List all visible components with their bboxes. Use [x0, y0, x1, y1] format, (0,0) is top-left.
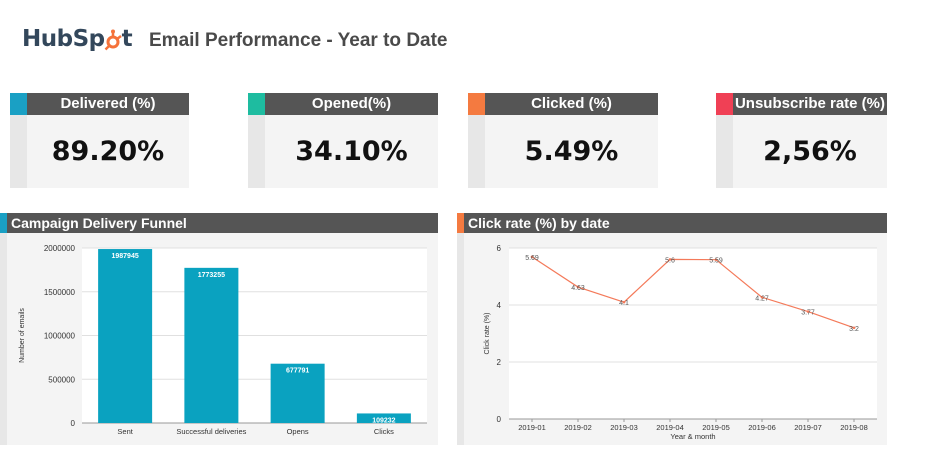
bar: [184, 267, 239, 423]
y-tick-label: 500000: [48, 375, 75, 384]
kpi-card-opened: Opened(%) 34.10%: [248, 93, 438, 188]
y-tick-label: 1500000: [44, 288, 76, 297]
data-point: [852, 326, 856, 330]
bar: [98, 249, 153, 423]
x-tick-label: 2019-08: [840, 423, 868, 432]
kpi-accent: [10, 93, 27, 115]
y-axis-label: Number of emails: [19, 308, 26, 363]
kpi-accent: [468, 93, 485, 115]
click-rate-panel: Click rate (%) by date 0 2 4 6 Click rate (%…: [457, 213, 887, 445]
bar-data-label: 1773255: [198, 272, 225, 279]
data-point: [622, 300, 626, 304]
hubspot-logo: HubSp t: [22, 26, 133, 52]
kpi-label: Clicked (%): [485, 93, 658, 115]
x-tick-label: Opens: [287, 427, 309, 436]
point-data-label: 4.63: [571, 285, 585, 292]
data-point: [714, 258, 718, 261]
y-tick-label: 1000000: [44, 332, 76, 341]
kpi-value: 89.20%: [51, 136, 165, 167]
bar-data-label: 677791: [286, 368, 309, 375]
click-rate-line-chart: 0 2 4 6 Click rate (%) 5.69 2019-01 4.63 2019-02…: [484, 244, 877, 441]
kpi-card-unsubscribe: Unsubscribe rate (%) 2,56%: [716, 93, 887, 188]
data-point: [760, 296, 764, 299]
kpi-value: 34.10%: [295, 136, 408, 167]
y-tick-label: 2000000: [44, 244, 76, 253]
kpi-label: Unsubscribe rate (%): [733, 93, 887, 115]
point-data-label: 3.2: [849, 326, 859, 333]
bar: [356, 413, 411, 423]
plot-area: [509, 248, 877, 419]
data-point: [668, 258, 672, 261]
kpi-label: Delivered (%): [27, 93, 189, 115]
point-data-label: 5.59: [709, 258, 723, 265]
x-tick-label: Sent: [117, 427, 133, 436]
x-tick-label: Clicks: [374, 427, 394, 436]
y-tick-label: 4: [497, 301, 502, 310]
x-tick-label: 2019-03: [610, 423, 638, 432]
bar: [270, 363, 325, 423]
data-point: [576, 285, 580, 289]
data-point: [530, 255, 534, 259]
bar-data-label: 1987945: [111, 253, 138, 260]
y-tick-label: 2: [497, 358, 502, 367]
x-tick-label: 2019-05: [702, 423, 730, 432]
kpi-card-clicked: Clicked (%) 5.49%: [468, 93, 658, 188]
kpi-accent: [248, 93, 265, 115]
sprocket-icon: [104, 29, 122, 50]
kpi-value: 5.49%: [524, 136, 619, 167]
x-tick-label: 2019-04: [656, 423, 684, 432]
x-tick-label: 2019-06: [748, 423, 776, 432]
funnel-panel-title: Campaign Delivery Funnel: [7, 213, 438, 233]
point-data-label: 5.6: [665, 257, 675, 264]
y-tick-label: 0: [71, 419, 76, 428]
point-data-label: 4.27: [755, 295, 769, 302]
kpi-accent: [716, 93, 733, 115]
x-axis-label: Year & month: [670, 432, 715, 441]
y-axis-label: Click rate (%): [484, 312, 491, 354]
click-rate-panel-title: Click rate (%) by date: [464, 213, 887, 233]
y-tick-label: 0: [497, 415, 502, 424]
series-line: [531, 256, 855, 329]
point-data-label: 5.69: [525, 255, 539, 262]
kpi-card-delivered: Delivered (%) 89.20%: [10, 93, 189, 188]
x-tick-label: Successful deliveries: [176, 427, 246, 436]
data-point: [806, 310, 810, 313]
bar-data-label: 109232: [372, 417, 395, 424]
x-tick-label: 2019-02: [564, 423, 592, 432]
kpi-label: Opened(%): [265, 93, 438, 115]
x-tick-label: 2019-07: [794, 423, 822, 432]
kpi-value: 2,56%: [763, 136, 857, 167]
point-data-label: 4.1: [619, 300, 629, 307]
point-data-label: 3.77: [801, 310, 815, 317]
x-tick-label: 2019-01: [518, 423, 546, 432]
y-tick-label: 6: [497, 244, 502, 253]
page-title: Email Performance - Year to Date: [149, 30, 448, 51]
funnel-panel: Campaign Delivery Funnel 0 500000 1000000 1…: [0, 213, 438, 445]
funnel-bar-chart: 0 500000 1000000 1500000 2000000 Number of em…: [19, 244, 427, 436]
